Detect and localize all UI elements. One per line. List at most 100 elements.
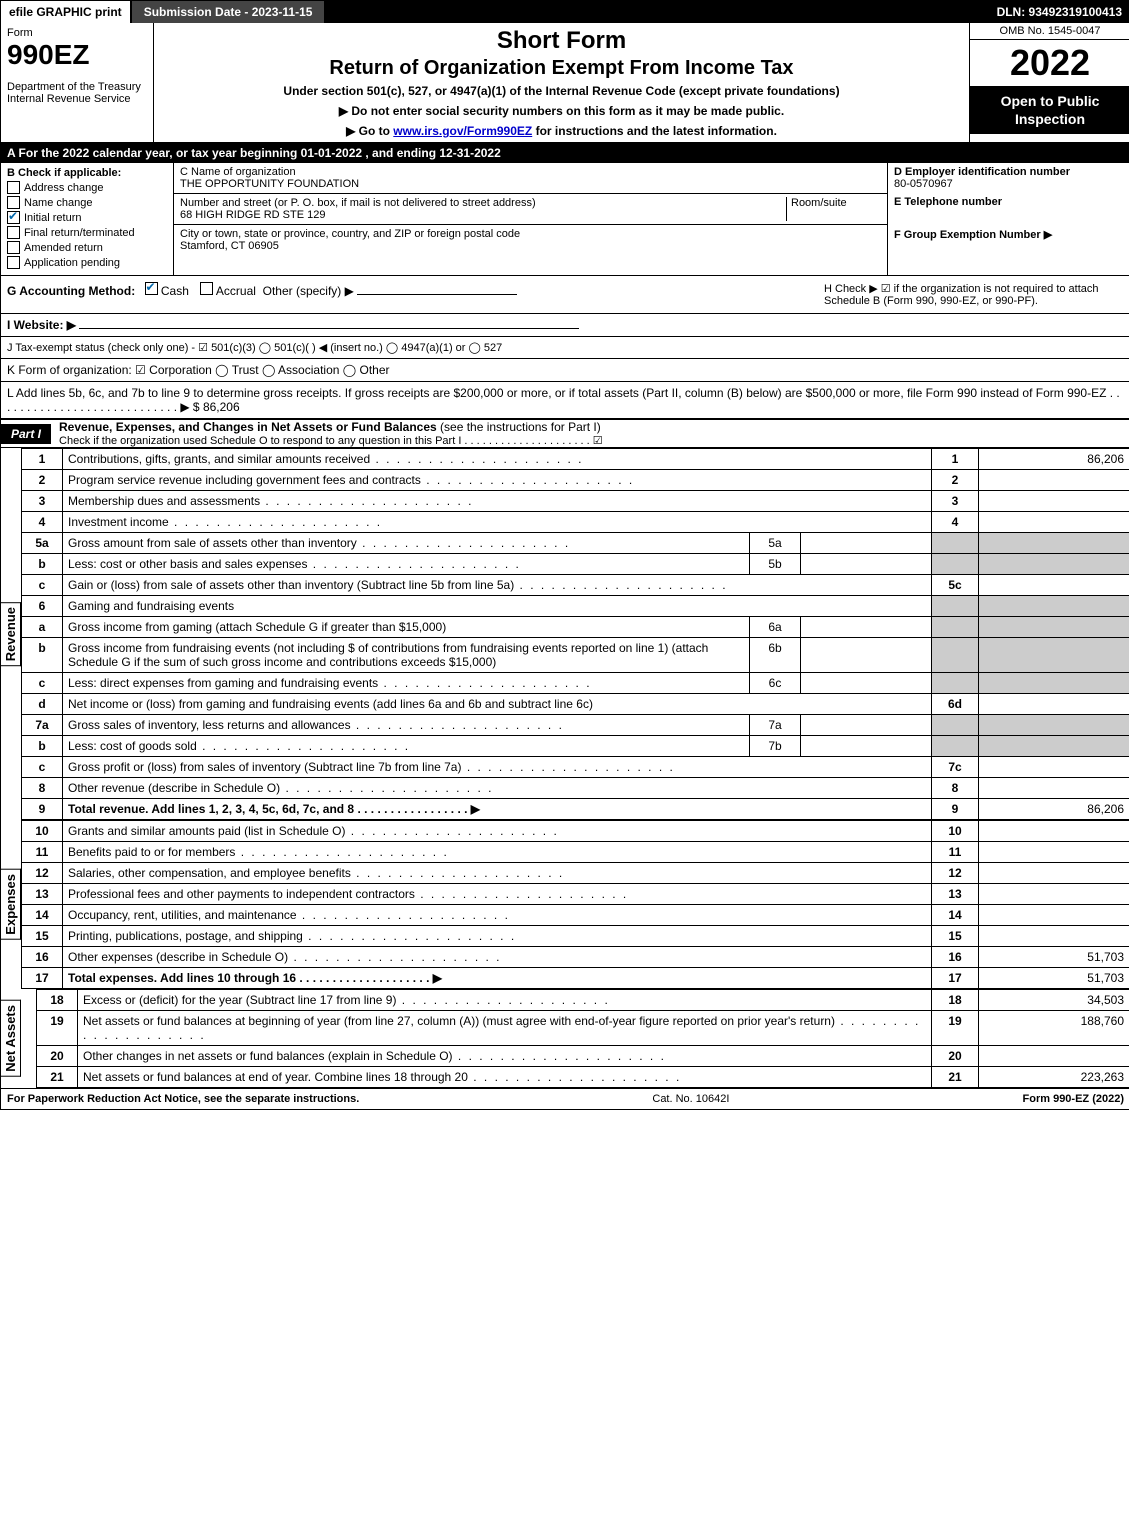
address-block: Number and street (or P. O. box, if mail… xyxy=(174,194,887,225)
box-b-label: B Check if applicable: xyxy=(7,167,167,179)
form-title-2: Return of Organization Exempt From Incom… xyxy=(164,57,959,80)
form-number: 990EZ xyxy=(7,39,147,71)
line-a: A For the 2022 calendar year, or tax yea… xyxy=(1,143,1129,163)
form-subtitle: Under section 501(c), 527, or 4947(a)(1)… xyxy=(164,84,959,98)
header-middle: Short Form Return of Organization Exempt… xyxy=(154,23,969,142)
line-5a: 5aGross amount from sale of assets other… xyxy=(22,533,1129,554)
check-amended-return[interactable]: Amended return xyxy=(7,241,167,254)
page-footer: For Paperwork Reduction Act Notice, see … xyxy=(1,1088,1129,1109)
accounting-method: G Accounting Method: Cash Accrual Other … xyxy=(7,282,517,307)
goto-pre: ▶ Go to xyxy=(346,124,393,138)
ssn-warning: ▶ Do not enter social security numbers o… xyxy=(164,104,959,118)
line-1: 1Contributions, gifts, grants, and simil… xyxy=(22,449,1129,470)
line-3: 3Membership dues and assessments3 xyxy=(22,491,1129,512)
expenses-block: Expenses 10Grants and similar amounts pa… xyxy=(1,820,1129,989)
line-18: 18Excess or (deficit) for the year (Subt… xyxy=(37,990,1129,1011)
part-i-check-note: Check if the organization used Schedule … xyxy=(59,434,1129,447)
org-name-block: C Name of organization THE OPPORTUNITY F… xyxy=(174,163,887,194)
org-name: THE OPPORTUNITY FOUNDATION xyxy=(180,178,881,190)
form-page: efile GRAPHIC print Submission Date - 20… xyxy=(0,0,1129,1110)
line-6b: bGross income from fundraising events (n… xyxy=(22,638,1129,673)
tax-year: 2022 xyxy=(970,40,1129,86)
line-17: 17Total expenses. Add lines 10 through 1… xyxy=(22,968,1129,989)
box-b: B Check if applicable: Address change Na… xyxy=(1,163,174,275)
line-7c: cGross profit or (loss) from sales of in… xyxy=(22,757,1129,778)
check-application-pending[interactable]: Application pending xyxy=(7,256,167,269)
line-10: 10Grants and similar amounts paid (list … xyxy=(22,821,1129,842)
check-name-change[interactable]: Name change xyxy=(7,196,167,209)
header-right: OMB No. 1545-0047 2022 Open to Public In… xyxy=(969,23,1129,142)
line-6c: cLess: direct expenses from gaming and f… xyxy=(22,673,1129,694)
line-21: 21Net assets or fund balances at end of … xyxy=(37,1067,1129,1088)
revenue-block: Revenue 1Contributions, gifts, grants, a… xyxy=(1,448,1129,820)
catalog-number: Cat. No. 10642I xyxy=(359,1093,1022,1105)
line-16: 16Other expenses (describe in Schedule O… xyxy=(22,947,1129,968)
net-assets-block: Net Assets 18Excess or (deficit) for the… xyxy=(1,989,1129,1088)
ein-value: 80-0570967 xyxy=(894,178,1124,190)
check-final-return[interactable]: Final return/terminated xyxy=(7,226,167,239)
line-11: 11Benefits paid to or for members11 xyxy=(22,842,1129,863)
row-i: I Website: ▶ xyxy=(1,314,1129,337)
box-c: C Name of organization THE OPPORTUNITY F… xyxy=(174,163,888,275)
check-initial-return[interactable]: Initial return xyxy=(7,211,167,224)
row-g-h: G Accounting Method: Cash Accrual Other … xyxy=(1,276,1129,314)
line-19: 19Net assets or fund balances at beginni… xyxy=(37,1011,1129,1046)
goto-post: for instructions and the latest informat… xyxy=(532,124,777,138)
submission-date: Submission Date - 2023-11-15 xyxy=(132,1,327,23)
city-value: Stamford, CT 06905 xyxy=(180,240,881,252)
topbar-spacer xyxy=(326,1,988,23)
row-l: L Add lines 5b, 6c, and 7b to line 9 to … xyxy=(1,382,1129,419)
line-5c: cGain or (loss) from sale of assets othe… xyxy=(22,575,1129,596)
website-input[interactable] xyxy=(79,328,579,329)
website-label: I Website: ▶ xyxy=(7,318,76,332)
omb-number: OMB No. 1545-0047 xyxy=(970,23,1129,40)
revenue-label: Revenue xyxy=(1,602,21,666)
address-value: 68 HIGH RIDGE RD STE 129 xyxy=(180,209,786,221)
department-label: Department of the Treasury Internal Reve… xyxy=(7,81,147,105)
city-block: City or town, state or province, country… xyxy=(174,225,887,255)
line-6d: dNet income or (loss) from gaming and fu… xyxy=(22,694,1129,715)
line-9: 9Total revenue. Add lines 1, 2, 3, 4, 5c… xyxy=(22,799,1129,820)
line-15: 15Printing, publications, postage, and s… xyxy=(22,926,1129,947)
check-address-change[interactable]: Address change xyxy=(7,181,167,194)
revenue-table: 1Contributions, gifts, grants, and simil… xyxy=(21,448,1129,820)
irs-link[interactable]: www.irs.gov/Form990EZ xyxy=(393,124,532,138)
form-header: Form 990EZ Department of the Treasury In… xyxy=(1,23,1129,143)
line-2: 2Program service revenue including gover… xyxy=(22,470,1129,491)
telephone-label: E Telephone number xyxy=(894,196,1124,208)
box-def: D Employer identification number 80-0570… xyxy=(888,163,1129,275)
group-exemption-label: F Group Exemption Number ▶ xyxy=(894,228,1124,241)
part-i-title: Revenue, Expenses, and Changes in Net As… xyxy=(51,420,1129,447)
city-label: City or town, state or province, country… xyxy=(180,228,881,240)
row-k: K Form of organization: ☑ Corporation ◯ … xyxy=(1,359,1129,382)
open-to-public: Open to Public Inspection xyxy=(970,86,1129,134)
form-word: Form xyxy=(7,27,147,39)
expenses-label: Expenses xyxy=(1,869,21,940)
row-j: J Tax-exempt status (check only one) - ☑… xyxy=(1,337,1129,359)
room-suite-label: Room/suite xyxy=(786,197,881,221)
net-assets-table: 18Excess or (deficit) for the year (Subt… xyxy=(36,989,1129,1088)
form-title-1: Short Form xyxy=(164,27,959,55)
section-bcde: B Check if applicable: Address change Na… xyxy=(1,163,1129,276)
net-assets-label: Net Assets xyxy=(1,1000,21,1077)
line-20: 20Other changes in net assets or fund ba… xyxy=(37,1046,1129,1067)
efile-print-label[interactable]: efile GRAPHIC print xyxy=(1,1,132,23)
part-i-tag: Part I xyxy=(1,424,51,444)
check-accrual[interactable] xyxy=(200,282,213,295)
line-13: 13Professional fees and other payments t… xyxy=(22,884,1129,905)
paperwork-notice: For Paperwork Reduction Act Notice, see … xyxy=(7,1093,359,1105)
check-cash[interactable] xyxy=(145,282,158,295)
line-6: 6Gaming and fundraising events xyxy=(22,596,1129,617)
box-h: H Check ▶ ☑ if the organization is not r… xyxy=(824,282,1124,307)
ein-label: D Employer identification number xyxy=(894,166,1124,178)
line-14: 14Occupancy, rent, utilities, and mainte… xyxy=(22,905,1129,926)
org-name-label: C Name of organization xyxy=(180,166,881,178)
line-6a: aGross income from gaming (attach Schedu… xyxy=(22,617,1129,638)
address-label: Number and street (or P. O. box, if mail… xyxy=(180,197,786,209)
dln-number: DLN: 93492319100413 xyxy=(989,1,1129,23)
line-12: 12Salaries, other compensation, and empl… xyxy=(22,863,1129,884)
expenses-table: 10Grants and similar amounts paid (list … xyxy=(21,820,1129,989)
line-5b: bLess: cost or other basis and sales exp… xyxy=(22,554,1129,575)
goto-note: ▶ Go to www.irs.gov/Form990EZ for instru… xyxy=(164,124,959,138)
form-id-footer: Form 990-EZ (2022) xyxy=(1023,1093,1124,1105)
